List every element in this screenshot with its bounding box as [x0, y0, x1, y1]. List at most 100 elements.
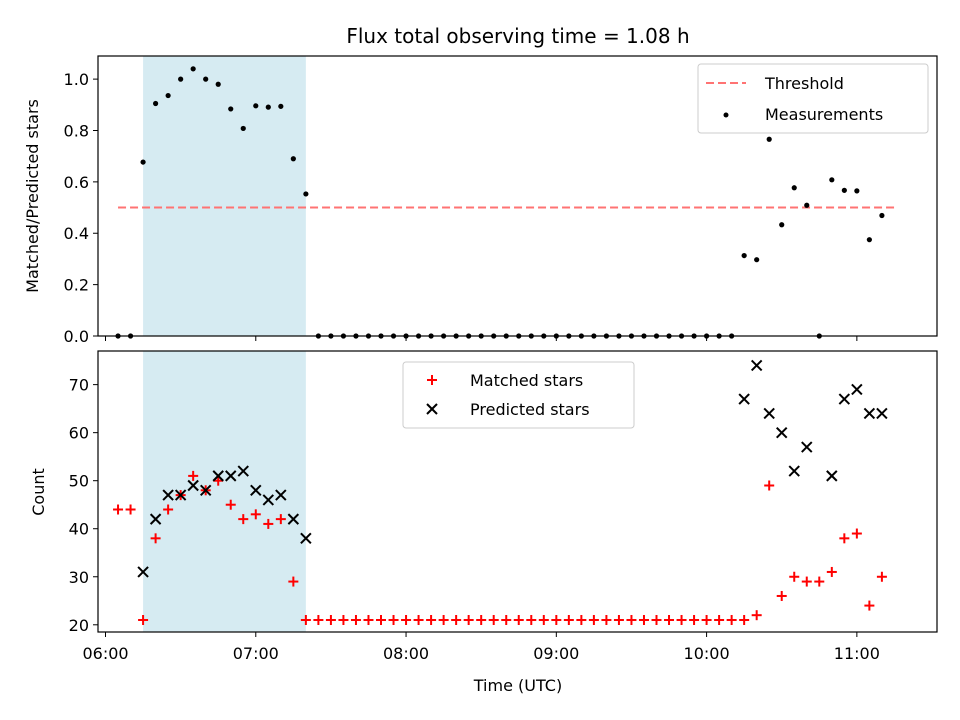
matched-point: [726, 614, 737, 625]
x-tick-label: 09:00: [533, 644, 579, 663]
matched-point: [701, 614, 712, 625]
measurement-point: [190, 66, 196, 72]
x-tick-label: 08:00: [383, 644, 429, 663]
matched-point: [864, 600, 875, 611]
predicted-point: [838, 393, 851, 405]
measurement-point: [178, 76, 184, 82]
matched-point: [401, 614, 412, 625]
count-y-tick-label: 40: [69, 520, 89, 539]
matched-point: [739, 614, 750, 625]
measurement-point: [290, 156, 296, 162]
count-panel-frame: [97, 350, 938, 633]
predicted-point: [250, 484, 262, 497]
ratio-y-tick-label: 0.4: [64, 224, 89, 243]
matched-point: [638, 614, 649, 625]
measurement-point: [153, 100, 159, 107]
matched-point: [413, 614, 424, 625]
count-y-axis-label: Count: [29, 468, 48, 516]
predicted-point: [863, 407, 876, 420]
matched-point: [851, 528, 862, 539]
matched-point: [501, 614, 512, 625]
predicted-point: [287, 513, 300, 525]
matched-legend-marker: [427, 375, 437, 385]
matched-point: [488, 614, 499, 625]
count-panel: 20 30 40 50 60 70 06:00 07:00 08:00 09:00 10:00 11…: [29, 350, 938, 695]
predicted-legend-marker: [426, 403, 438, 415]
matched-point: [751, 610, 762, 621]
predicted-point: [776, 426, 788, 439]
measurement-point: [804, 202, 810, 208]
measurement-point: [754, 257, 760, 263]
count-legend: Matched stars Predicted stars: [402, 361, 635, 429]
x-tick-label: 07:00: [233, 644, 279, 663]
chart-title: Flux total observing time = 1.08 h: [346, 24, 689, 48]
matched-legend-label: Matched stars: [470, 371, 583, 390]
predicted-point: [225, 470, 237, 482]
predicted-legend-swatch: [426, 403, 438, 415]
measurement-point: [829, 177, 835, 183]
matched-point: [225, 499, 236, 510]
matched-point: [188, 470, 199, 481]
matched-point: [438, 614, 449, 625]
measurement-point: [866, 237, 872, 243]
ratio-panel: 0.0 0.2 0.4 0.6 0.8 1.0 Matched/Predicted sta…: [23, 55, 938, 346]
measurements-legend-swatch: [723, 112, 729, 118]
measurement-point: [879, 212, 885, 219]
matched-point: [388, 614, 399, 625]
predicted-point: [738, 393, 750, 405]
count-y-tick-label: 70: [69, 376, 89, 395]
matched-point: [275, 514, 286, 525]
ratio-y-tick-label: 0.8: [64, 121, 89, 140]
predicted-point: [174, 489, 187, 501]
matched-point: [325, 614, 336, 625]
predicted-point: [851, 383, 863, 396]
measurement-point: [240, 125, 246, 132]
matched-point: [138, 614, 149, 625]
predicted-point: [750, 359, 763, 372]
matched-point: [576, 614, 587, 625]
measurement-point: [265, 104, 271, 110]
matched-point: [776, 590, 787, 601]
matched-point: [839, 533, 850, 544]
x-tick-label: 06:00: [82, 644, 128, 663]
matched-point: [125, 504, 136, 515]
matched-point: [113, 504, 124, 515]
matched-point: [664, 614, 675, 625]
matched-point: [814, 576, 825, 587]
predicted-point: [162, 489, 174, 501]
matched-point: [363, 614, 374, 625]
predicted-point: [275, 489, 287, 501]
predicted-point: [262, 494, 275, 506]
matched-point: [213, 475, 224, 486]
measurement-point: [779, 222, 785, 228]
measurement-point: [303, 191, 309, 197]
measurements-legend-label: Measurements: [765, 105, 883, 124]
measurement-point: [741, 252, 747, 259]
matched-point: [588, 614, 599, 625]
matched-point: [338, 614, 349, 625]
matched-point: [789, 571, 800, 582]
matched-point: [601, 614, 612, 625]
matched-point: [463, 614, 474, 625]
matched-point: [876, 571, 887, 582]
measurement-point: [140, 159, 146, 165]
matched-point: [150, 533, 161, 544]
matched-legend-swatch: [427, 375, 437, 385]
measurement-point: [203, 76, 209, 82]
observing-window-shade: [143, 56, 306, 336]
measurement-point: [278, 103, 284, 109]
matched-point: [288, 576, 299, 587]
predicted-point: [788, 465, 800, 477]
measurement-point: [253, 103, 259, 109]
matched-point: [714, 614, 725, 625]
predicted-point: [212, 470, 224, 482]
matched-point: [238, 514, 249, 525]
measurement-point: [215, 81, 221, 87]
ratio-y-tick-label: 0.6: [64, 173, 89, 192]
predicted-point: [876, 407, 888, 420]
matched-point: [676, 614, 687, 625]
observing-window-shade: [143, 351, 306, 632]
matched-point: [513, 614, 524, 625]
measurement-point: [766, 136, 772, 142]
